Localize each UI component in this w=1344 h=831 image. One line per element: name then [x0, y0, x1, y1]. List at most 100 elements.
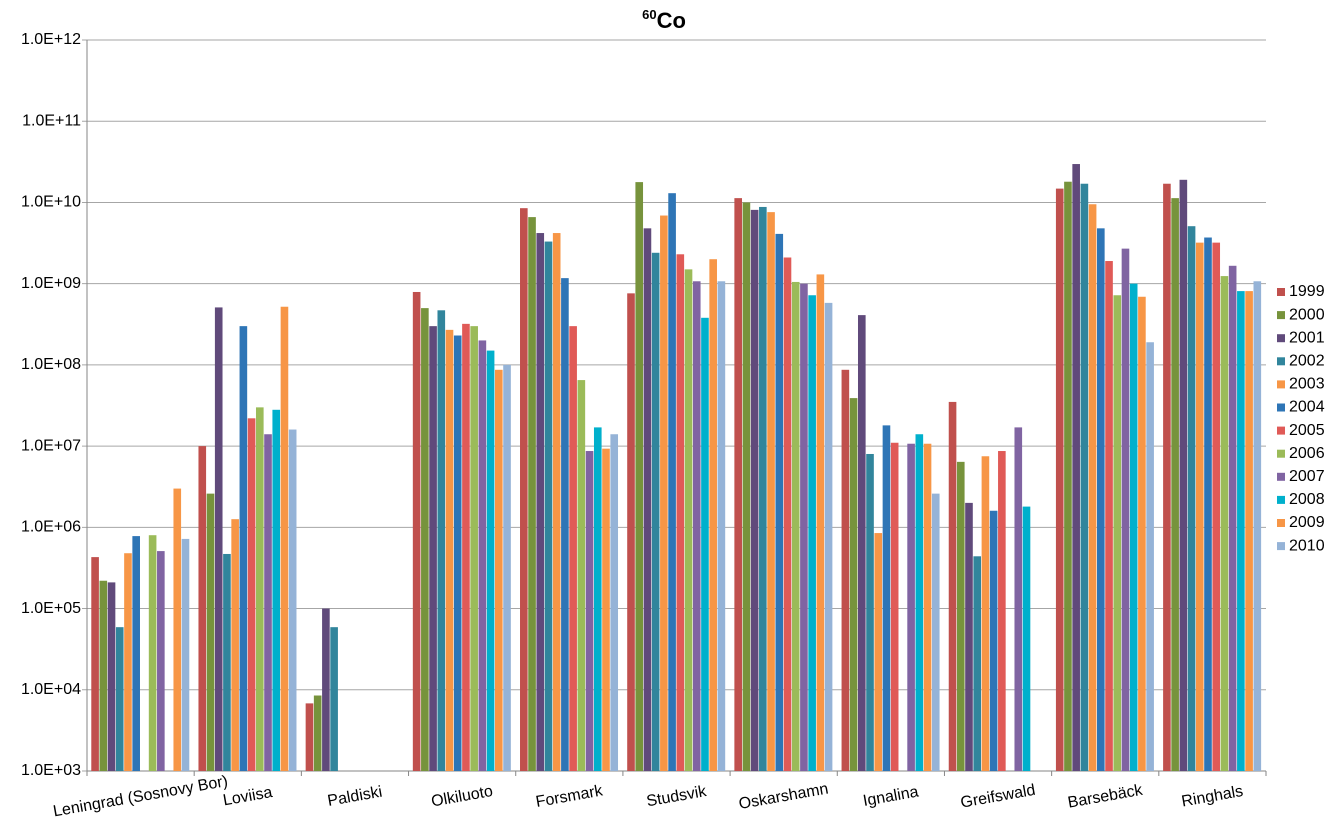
bar	[816, 274, 825, 771]
bar	[453, 335, 462, 771]
x-tick-label: Olkiluoto	[430, 783, 494, 811]
bar	[610, 434, 619, 771]
bar	[692, 281, 701, 771]
bar	[437, 310, 446, 771]
bar	[561, 278, 569, 771]
y-tick-label: 1.0E+09	[21, 275, 81, 292]
bar	[569, 326, 577, 771]
y-tick-label: 1.0E+11	[22, 112, 81, 129]
bar	[1121, 248, 1130, 771]
bar	[330, 627, 338, 771]
bar	[412, 291, 421, 771]
bar	[288, 429, 297, 771]
legend-label: 2001	[1289, 329, 1325, 346]
bar	[445, 329, 454, 771]
bar	[1253, 281, 1262, 771]
y-tick-label: 1.0E+10	[21, 194, 81, 211]
title-superscript: 60	[642, 7, 656, 22]
bar	[305, 703, 314, 771]
bar	[231, 519, 239, 771]
bar	[247, 418, 256, 771]
legend-swatch	[1277, 519, 1285, 527]
bar	[206, 493, 215, 771]
bar	[643, 228, 652, 772]
bar	[602, 448, 610, 771]
bar	[1138, 296, 1146, 771]
bar	[808, 295, 816, 771]
y-tick-label: 1.0E+03	[21, 762, 81, 779]
bar	[1146, 342, 1154, 771]
bar	[1072, 164, 1080, 771]
bar	[1220, 276, 1229, 771]
chart-title: 60Co	[642, 7, 686, 32]
bar	[767, 212, 775, 772]
bar	[478, 340, 487, 771]
bar	[520, 208, 528, 772]
bar	[857, 315, 866, 771]
bar	[1055, 188, 1064, 771]
bar	[717, 281, 726, 771]
bar	[841, 369, 850, 771]
bar	[849, 398, 858, 771]
bar	[709, 259, 717, 771]
bar	[421, 308, 429, 771]
legend-label: 2002	[1289, 353, 1325, 370]
y-tick-label: 1.0E+05	[21, 600, 81, 617]
bar	[239, 326, 248, 771]
x-tick-label: Ringhals	[1180, 783, 1244, 811]
y-tick-label: 1.0E+06	[21, 519, 81, 536]
bar	[701, 317, 709, 771]
bar	[1179, 179, 1188, 771]
bar	[998, 451, 1006, 771]
legend-swatch	[1277, 288, 1285, 296]
x-tick-label: Forsmark	[535, 782, 605, 811]
legend-label: 2008	[1289, 491, 1325, 508]
bar	[115, 627, 124, 771]
bar	[585, 451, 594, 771]
bar	[1163, 183, 1171, 771]
bar	[536, 233, 545, 771]
bar	[1080, 183, 1089, 771]
y-tick-label: 1.0E+12	[21, 31, 81, 48]
legend-label: 2006	[1289, 445, 1325, 462]
bar	[965, 502, 973, 771]
bar	[1014, 427, 1023, 771]
bar	[264, 434, 272, 771]
bar	[1245, 291, 1253, 771]
bar	[956, 461, 965, 771]
bar	[132, 536, 140, 771]
bar	[948, 401, 957, 771]
y-tick-label: 1.0E+04	[21, 681, 81, 698]
bar	[528, 217, 536, 771]
bar	[272, 409, 281, 771]
bar	[313, 695, 322, 771]
bar	[280, 306, 289, 771]
title-text: Co	[657, 8, 686, 33]
bar	[684, 269, 693, 771]
bar	[470, 326, 478, 771]
bar	[824, 302, 833, 771]
legend-swatch	[1277, 403, 1285, 412]
y-tick-label: 1.0E+07	[21, 437, 81, 454]
legend-swatch	[1277, 334, 1285, 343]
bar	[931, 493, 940, 771]
bar	[1088, 204, 1097, 771]
x-tick-label: Barsebäck	[1066, 782, 1144, 812]
bar	[882, 425, 891, 771]
bar	[107, 582, 116, 771]
bar	[1097, 228, 1105, 772]
legend-swatch	[1277, 542, 1285, 551]
x-tick-label: Greifswald	[959, 782, 1036, 812]
bar	[1129, 283, 1138, 771]
bar	[1204, 237, 1212, 772]
legend-label: 2010	[1289, 537, 1325, 554]
bar	[1195, 242, 1204, 771]
bar	[173, 488, 182, 771]
bar	[1171, 198, 1179, 771]
bar	[503, 364, 511, 771]
bar	[874, 533, 883, 771]
bar	[593, 427, 602, 771]
bar	[462, 323, 470, 771]
bar	[890, 442, 899, 771]
